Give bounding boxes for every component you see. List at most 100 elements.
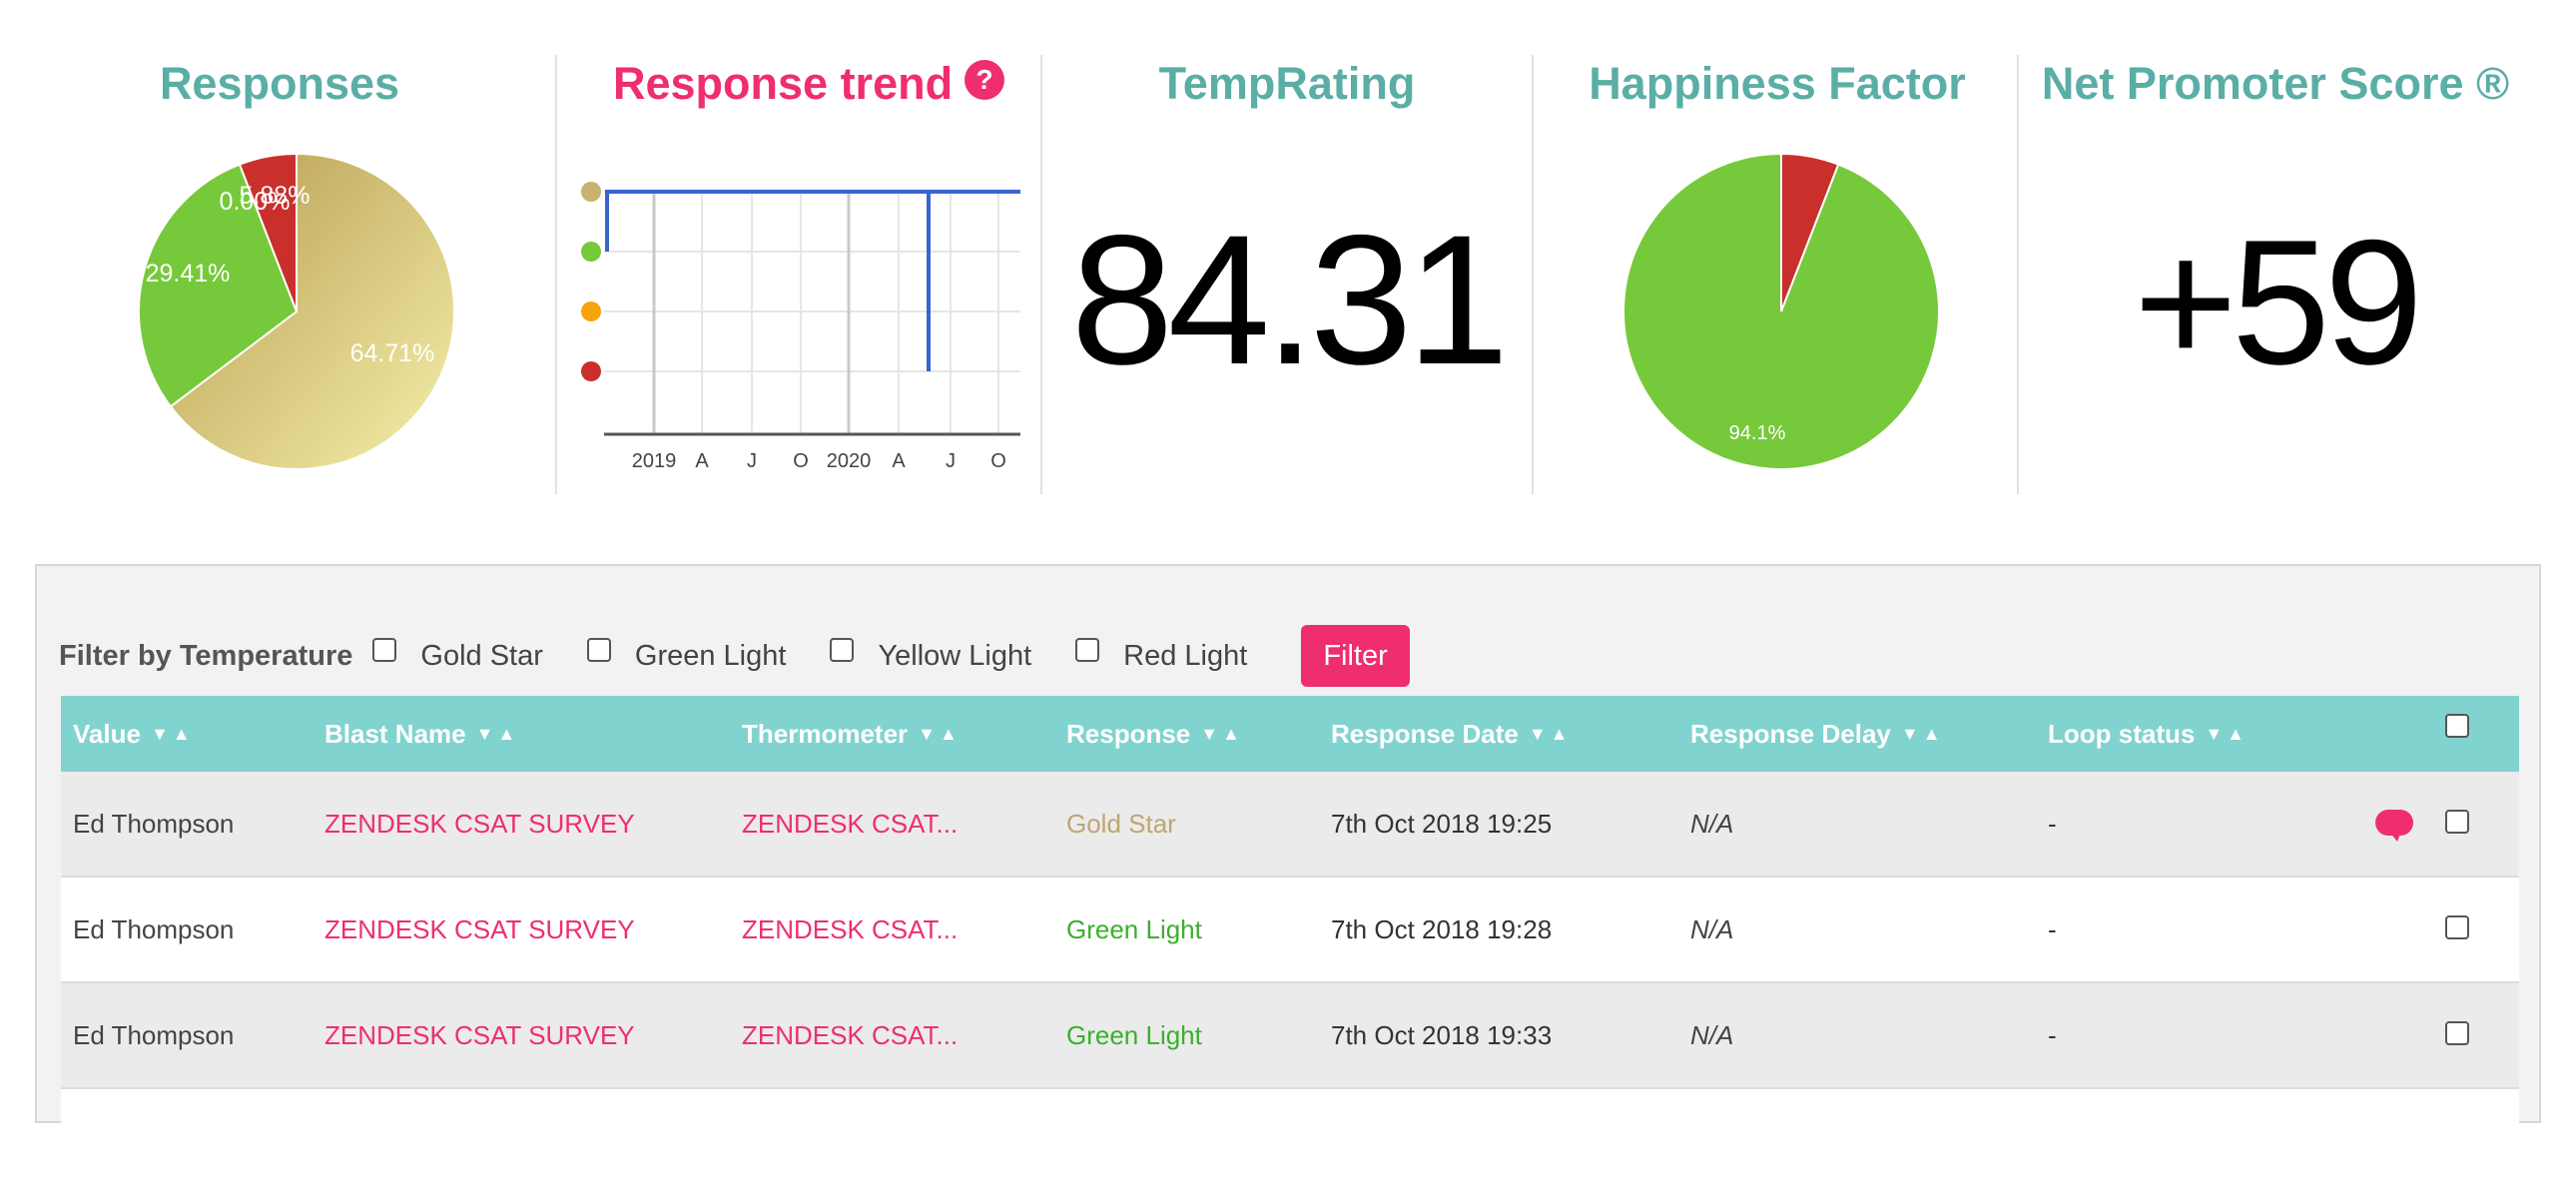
trend-series-line bbox=[605, 190, 1020, 371]
legend-dot bbox=[581, 361, 601, 381]
sort-icon[interactable]: ▼▲ bbox=[918, 723, 962, 744]
select-all-checkbox[interactable] bbox=[2445, 714, 2469, 738]
filter-yellow-light[interactable]: Yellow Light bbox=[830, 638, 1075, 673]
stats-row: Responses 64.71% 29.41% 0.00% 5.88% Respons… bbox=[0, 0, 2576, 509]
table-row[interactable]: Ed Thompson ZENDESK CSAT SURVEY ZENDESK … bbox=[61, 878, 2519, 983]
trend-panel: Response trend? bbox=[559, 0, 1038, 494]
legend-dot bbox=[581, 242, 601, 262]
cell-thermometer-link[interactable]: ZENDESK CSAT... bbox=[742, 808, 959, 839]
cell-blast-name-link[interactable]: ZENDESK CSAT SURVEY bbox=[324, 913, 635, 944]
legend-dot bbox=[581, 301, 601, 321]
temprating-value: 84.31 bbox=[1070, 198, 1510, 403]
filter-gold-star[interactable]: Gold Star bbox=[372, 638, 587, 673]
x-tick-label: A bbox=[892, 450, 906, 472]
cell-response-delay: N/A bbox=[1690, 808, 1734, 839]
cell-response-delay: N/A bbox=[1690, 913, 1734, 944]
checkbox[interactable] bbox=[830, 638, 855, 662]
checkbox[interactable] bbox=[372, 638, 397, 662]
table-row[interactable]: Ed Thompson ZENDESK CSAT SURVEY ZENDESK … bbox=[61, 983, 2519, 1089]
col-response-date[interactable]: Response Date ▼▲ bbox=[1331, 718, 1573, 749]
cell-response: Green Light bbox=[1066, 913, 1202, 944]
col-thermometer[interactable]: Thermometer ▼▲ bbox=[742, 718, 962, 749]
trend-title: Response trend bbox=[613, 58, 954, 109]
sort-icon[interactable]: ▼▲ bbox=[150, 723, 195, 744]
x-tick-label: A bbox=[695, 450, 709, 472]
x-tick-label: 2020 bbox=[827, 450, 872, 472]
trend-title-wrap: Response trend? bbox=[613, 58, 1038, 110]
col-response[interactable]: Response ▼▲ bbox=[1066, 718, 1244, 749]
pie-slice-label: 94.1% bbox=[1729, 422, 1786, 444]
cell-loop-status: - bbox=[2048, 1019, 2057, 1050]
pie-slice-label: 29.41% bbox=[146, 260, 231, 288]
sort-icon[interactable]: ▼▲ bbox=[1900, 723, 1945, 744]
filter-row: Filter by Temperature Gold Star Green Li… bbox=[59, 621, 1410, 691]
table-row[interactable]: Ed Thompson ZENDESK CSAT SURVEY ZENDESK … bbox=[61, 772, 2519, 878]
divider bbox=[2017, 55, 2019, 494]
nps-panel: Net Promoter Score ® +59 bbox=[2021, 0, 2530, 494]
responses-title: Responses bbox=[159, 58, 400, 109]
pie-slice bbox=[1622, 152, 1940, 470]
sort-icon[interactable]: ▼▲ bbox=[2205, 723, 2249, 744]
help-icon[interactable]: ? bbox=[965, 60, 1005, 100]
pie-slice-label: 0.00% bbox=[220, 188, 291, 216]
col-response-delay[interactable]: Response Delay ▼▲ bbox=[1690, 718, 1945, 749]
nps-value: +59 bbox=[2134, 203, 2423, 401]
cell-response-date: 7th Oct 2018 19:25 bbox=[1331, 808, 1553, 839]
responses-pie-chart: 64.71% 29.41% 0.00%5.88% bbox=[138, 152, 455, 470]
temprating-title: TempRating bbox=[1158, 58, 1416, 109]
x-tick-label: O bbox=[990, 450, 1006, 472]
pie-slice-label: 5.88% bbox=[240, 182, 311, 210]
filter-button[interactable]: Filter bbox=[1301, 625, 1410, 687]
cell-response-date: 7th Oct 2018 19:33 bbox=[1331, 1019, 1553, 1050]
row-checkbox[interactable] bbox=[2445, 1021, 2469, 1045]
checkbox[interactable] bbox=[1075, 638, 1100, 662]
pie-slice-label: 64.71% bbox=[350, 339, 435, 367]
trend-grid bbox=[604, 190, 1020, 434]
responses-panel: Responses 64.71% 29.41% 0.00% 5.88% bbox=[0, 0, 559, 494]
cell-loop-status: - bbox=[2048, 913, 2057, 944]
pie-slice bbox=[238, 152, 298, 312]
sort-icon[interactable]: ▼▲ bbox=[1528, 723, 1573, 744]
pie-slice bbox=[169, 152, 455, 470]
temprating-panel: TempRating 84.31 bbox=[1044, 0, 1530, 494]
table-header: Value ▼▲ Blast Name ▼▲ Thermometer ▼▲ Respo… bbox=[61, 696, 2519, 772]
cell-response: Green Light bbox=[1066, 1019, 1202, 1050]
happiness-title: Happiness Factor bbox=[1589, 58, 1966, 109]
cell-response-delay: N/A bbox=[1690, 1019, 1734, 1050]
col-loop-status[interactable]: Loop status ▼▲ bbox=[2048, 718, 2249, 749]
divider bbox=[1040, 55, 1042, 494]
row-checkbox[interactable] bbox=[2445, 915, 2469, 939]
x-tick-label: 2019 bbox=[632, 450, 677, 472]
happiness-pie-chart: 94.1% bbox=[1622, 152, 1940, 470]
cell-thermometer-link[interactable]: ZENDESK CSAT... bbox=[742, 1019, 959, 1050]
row-checkbox[interactable] bbox=[2445, 810, 2469, 834]
filter-label: Filter by Temperature bbox=[59, 639, 353, 672]
happiness-panel: Happiness Factor 94.1% bbox=[1536, 0, 2019, 494]
sort-icon[interactable]: ▼▲ bbox=[1200, 723, 1244, 744]
cell-response-date: 7th Oct 2018 19:28 bbox=[1331, 913, 1553, 944]
responses-table: Value ▼▲ Blast Name ▼▲ Thermometer ▼▲ Respo… bbox=[61, 696, 2519, 1195]
nps-title: Net Promoter Score ® bbox=[2041, 58, 2510, 109]
col-blast-name[interactable]: Blast Name ▼▲ bbox=[324, 718, 520, 749]
trend-chart: 2019 A J O 2020 A J O bbox=[581, 182, 1020, 472]
filter-red-light[interactable]: Red Light bbox=[1075, 638, 1295, 673]
checkbox[interactable] bbox=[586, 638, 611, 662]
divider bbox=[1532, 55, 1534, 494]
divider bbox=[555, 55, 557, 494]
cell-thermometer-link[interactable]: ZENDESK CSAT... bbox=[742, 913, 959, 944]
cell-value: Ed Thompson bbox=[73, 913, 235, 944]
cell-loop-status: - bbox=[2048, 808, 2057, 839]
x-tick-label: O bbox=[793, 450, 809, 472]
pie-slice bbox=[138, 163, 299, 408]
sort-icon[interactable]: ▼▲ bbox=[475, 723, 520, 744]
cell-value: Ed Thompson bbox=[73, 1019, 235, 1050]
legend-dot bbox=[581, 182, 601, 202]
responses-board: Filter by Temperature Gold Star Green Li… bbox=[35, 564, 2541, 1195]
cell-blast-name-link[interactable]: ZENDESK CSAT SURVEY bbox=[324, 808, 635, 839]
col-value[interactable]: Value ▼▲ bbox=[73, 718, 195, 749]
filter-green-light[interactable]: Green Light bbox=[586, 638, 831, 673]
speech-bubble-icon[interactable] bbox=[2375, 810, 2413, 842]
cell-blast-name-link[interactable]: ZENDESK CSAT SURVEY bbox=[324, 1019, 635, 1050]
x-tick-label: J bbox=[946, 450, 956, 472]
x-tick-label: J bbox=[747, 450, 757, 472]
